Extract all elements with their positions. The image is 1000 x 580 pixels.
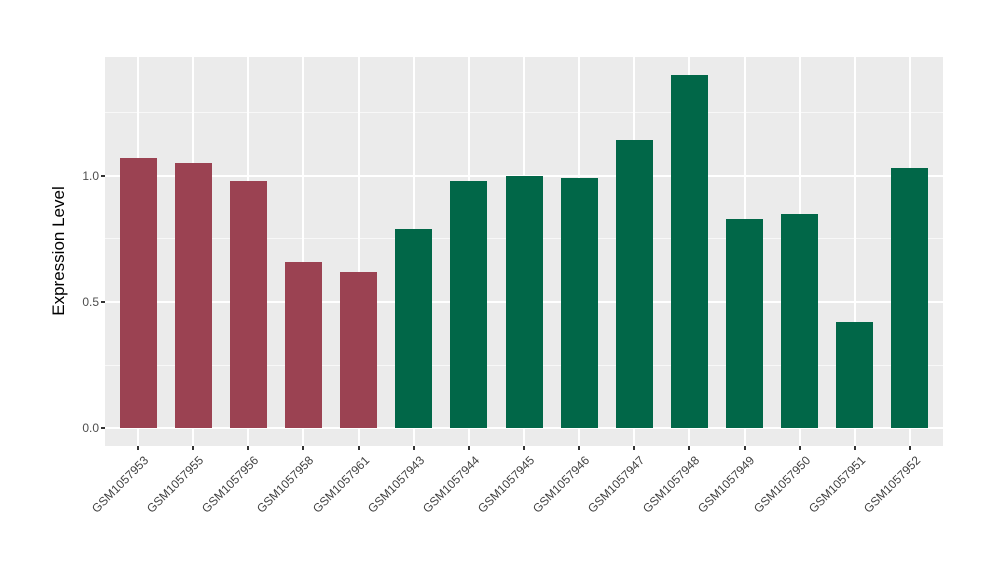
- x-tick-label-GSM1057948: GSM1057948: [640, 453, 703, 516]
- x-tick-mark: [853, 446, 856, 450]
- major-gridline: [105, 427, 943, 430]
- x-tick-label-GSM1057944: GSM1057944: [419, 453, 483, 516]
- x-tick-mark: [302, 446, 305, 450]
- bar-GSM1057945: [505, 175, 543, 429]
- x-tick-mark: [523, 446, 525, 450]
- x-tick-mark: [467, 446, 470, 450]
- x-tick-label-GSM1057958: GSM1057958: [254, 453, 317, 516]
- x-tick-mark: [192, 446, 195, 450]
- x-tick-label-GSM1057945: GSM1057945: [474, 453, 538, 516]
- x-tick-label-GSM1057952: GSM1057952: [860, 453, 924, 516]
- minor-gridline: [105, 112, 943, 114]
- x-tick-label-GSM1057956: GSM1057956: [199, 453, 262, 516]
- bar-GSM1057961: [340, 271, 378, 429]
- y-tick-mark: [101, 301, 105, 304]
- x-tick-label-GSM1057943: GSM1057943: [364, 453, 427, 516]
- x-tick-mark: [357, 446, 360, 450]
- y-tick-label: 1.0: [82, 168, 99, 183]
- vertical-gridline: [853, 57, 856, 446]
- bar-GSM1057953: [119, 158, 157, 429]
- bar-GSM1057947: [615, 140, 653, 429]
- x-tick-label-GSM1057953: GSM1057953: [89, 453, 152, 516]
- x-tick-mark: [247, 446, 250, 450]
- bar-GSM1057958: [284, 261, 322, 429]
- bar-GSM1057946: [560, 178, 598, 429]
- y-tick-label: 0.5: [82, 295, 99, 310]
- bar-GSM1057955: [174, 163, 212, 429]
- x-tick-mark: [578, 446, 581, 450]
- y-tick-mark: [101, 427, 105, 430]
- x-tick-mark: [688, 446, 691, 450]
- x-tick-label-GSM1057947: GSM1057947: [585, 453, 648, 516]
- bar-GSM1057951: [836, 322, 874, 429]
- x-tick-label-GSM1057951: GSM1057951: [805, 453, 868, 516]
- x-tick-mark: [798, 446, 801, 450]
- x-tick-label-GSM1057961: GSM1057961: [309, 453, 372, 516]
- bar-GSM1057956: [229, 180, 267, 429]
- bar-GSM1057943: [395, 228, 433, 429]
- bar-GSM1057948: [670, 74, 708, 429]
- bar-GSM1057950: [781, 213, 819, 429]
- y-tick-label: 0.0: [82, 421, 99, 436]
- plot-panel: [105, 57, 943, 446]
- x-tick-mark: [908, 446, 911, 450]
- x-tick-mark: [412, 446, 415, 450]
- x-tick-mark: [633, 446, 636, 450]
- vertical-gridline: [357, 57, 360, 446]
- x-tick-label-GSM1057946: GSM1057946: [530, 453, 593, 516]
- bar-GSM1057952: [891, 168, 929, 429]
- x-tick-label-GSM1057949: GSM1057949: [695, 453, 758, 516]
- x-tick-mark: [743, 446, 746, 450]
- y-tick-mark: [101, 174, 105, 177]
- x-tick-label-GSM1057950: GSM1057950: [750, 453, 813, 516]
- vertical-gridline: [302, 57, 305, 446]
- x-tick-label-GSM1057955: GSM1057955: [144, 453, 207, 516]
- bar-GSM1057944: [450, 180, 488, 429]
- bar-GSM1057949: [726, 218, 764, 429]
- x-tick-mark: [137, 446, 140, 450]
